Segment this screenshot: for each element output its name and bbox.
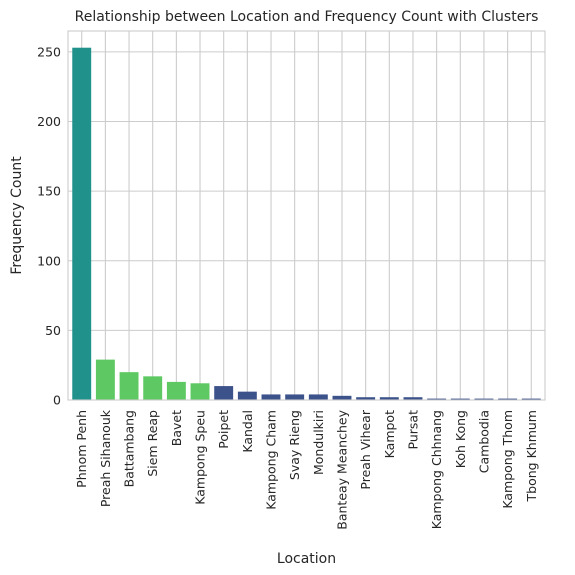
plot-frame xyxy=(67,30,546,401)
bar xyxy=(427,398,447,400)
x-tick-label: Banteay Meanchey xyxy=(334,409,349,529)
bar xyxy=(308,394,328,400)
bars xyxy=(72,47,541,400)
x-tick-label: Pursat xyxy=(405,410,420,450)
x-tick-label: Phnom Penh xyxy=(74,410,89,488)
x-tick-label: Preah Vihear xyxy=(358,409,373,489)
y-tick-label: 150 xyxy=(37,184,61,199)
bar xyxy=(214,386,234,400)
x-tick-labels: Phnom Penh Preah Sihanouk Battambang Siem R… xyxy=(74,409,539,530)
x-tick-label: Preah Sihanouk xyxy=(98,409,113,507)
y-tick-label: 0 xyxy=(53,393,61,408)
x-tick-label: Mondulkiri xyxy=(311,410,326,475)
x-tick-label: Battambang xyxy=(122,410,137,487)
x-tick-label: Koh Kong xyxy=(453,410,468,468)
chart-title: Relationship between Location and Freque… xyxy=(75,9,539,25)
bar xyxy=(474,398,494,400)
x-tick-label: Cambodia xyxy=(476,410,491,473)
y-tick-labels: 0 50 100 150 200 250 xyxy=(37,44,61,407)
bar xyxy=(356,397,376,400)
bar xyxy=(379,397,399,400)
bar xyxy=(143,376,163,400)
x-tick-label: Svay Rieng xyxy=(287,410,302,480)
bar xyxy=(261,394,281,400)
y-axis-label: Frequency Count xyxy=(9,156,25,275)
x-axis-label: Location xyxy=(277,551,336,567)
bar xyxy=(119,372,139,400)
bar xyxy=(332,395,352,400)
x-tick-label: Kandal xyxy=(240,410,255,453)
x-tick-label: Kampong Cham xyxy=(264,410,279,510)
x-tick-label: Kampong Speu xyxy=(193,410,208,505)
x-tick-label: Kampot xyxy=(382,410,397,458)
bar xyxy=(95,359,115,400)
bar xyxy=(498,398,518,400)
x-tick-label: Poipet xyxy=(216,410,231,449)
bar xyxy=(237,391,257,400)
x-tick-label: Tbong Khmum xyxy=(524,410,539,502)
bar xyxy=(521,398,541,400)
y-tick-label: 250 xyxy=(37,44,61,59)
y-tick-label: 100 xyxy=(37,253,61,268)
bar xyxy=(72,47,92,400)
y-tick-label: 50 xyxy=(45,323,61,338)
bar xyxy=(166,381,186,400)
x-tick-label: Siem Reap xyxy=(145,410,160,477)
bar xyxy=(285,394,305,400)
x-tick-label: Kampong Chhnang xyxy=(429,410,444,529)
bar xyxy=(403,397,423,400)
bar xyxy=(190,383,210,400)
bar xyxy=(450,398,470,400)
y-tick-label: 200 xyxy=(37,114,61,129)
x-tick-label: Bavet xyxy=(169,410,184,446)
x-tick-label: Kampong Thom xyxy=(500,410,515,509)
grid xyxy=(68,31,545,401)
